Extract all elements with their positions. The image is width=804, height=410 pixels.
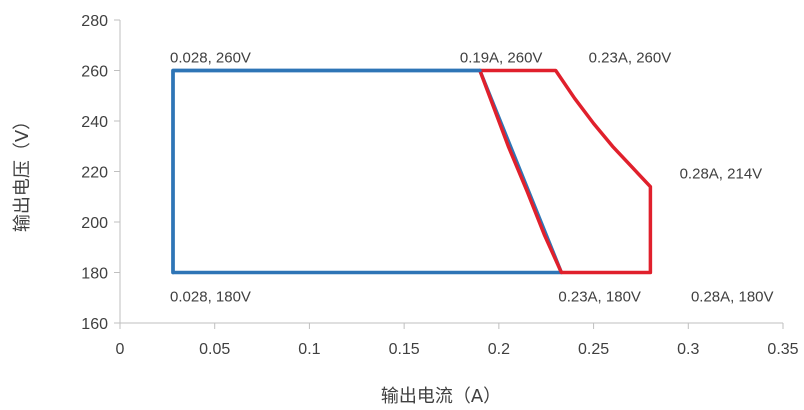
x-tick-label: 0 <box>116 341 125 358</box>
x-tick-label: 0.2 <box>488 341 510 358</box>
labels-layer: 0.028, 260V 0.19A, 260V 0.23A, 260V 0.28A, … <box>170 50 774 306</box>
data-label: 0.28A, 180V <box>691 289 774 306</box>
x-tick-label: 0.35 <box>767 341 798 358</box>
y-tick-label: 160 <box>81 316 108 333</box>
axes: 160 180 200 220 240 260 280 0 0.05 0.1 0.15 0.2 0.25… <box>81 13 798 358</box>
data-label: 0.23A, 180V <box>558 289 641 306</box>
x-tick-label: 0.25 <box>578 341 609 358</box>
series-line-1 <box>171 68 564 275</box>
series-line-1-top <box>171 68 482 275</box>
data-label: 0.19A, 260V <box>460 50 543 67</box>
x-tick-label: 0.3 <box>677 341 699 358</box>
x-axis-title: 输出电流（A） <box>381 386 501 407</box>
data-label: 0.028, 260V <box>170 50 251 67</box>
data-label: 0.028, 180V <box>170 289 251 306</box>
y-tick-label: 260 <box>81 64 108 81</box>
y-axis-title: 输出电压（V） <box>12 112 33 232</box>
data-label: 0.23A, 260V <box>589 50 672 67</box>
x-tick-label: 0.15 <box>389 341 420 358</box>
x-tick-label: 0.05 <box>199 341 230 358</box>
series-line-2 <box>478 68 653 275</box>
series-layer <box>171 68 653 275</box>
y-tick-label: 200 <box>81 215 108 232</box>
y-tick-label: 220 <box>81 165 108 182</box>
y-tick-label: 240 <box>81 114 108 131</box>
y-tick-label: 180 <box>81 266 108 283</box>
x-tick-label: 0.1 <box>298 341 320 358</box>
y-tick-label: 280 <box>81 13 108 30</box>
data-label: 0.28A, 214V <box>680 166 763 183</box>
